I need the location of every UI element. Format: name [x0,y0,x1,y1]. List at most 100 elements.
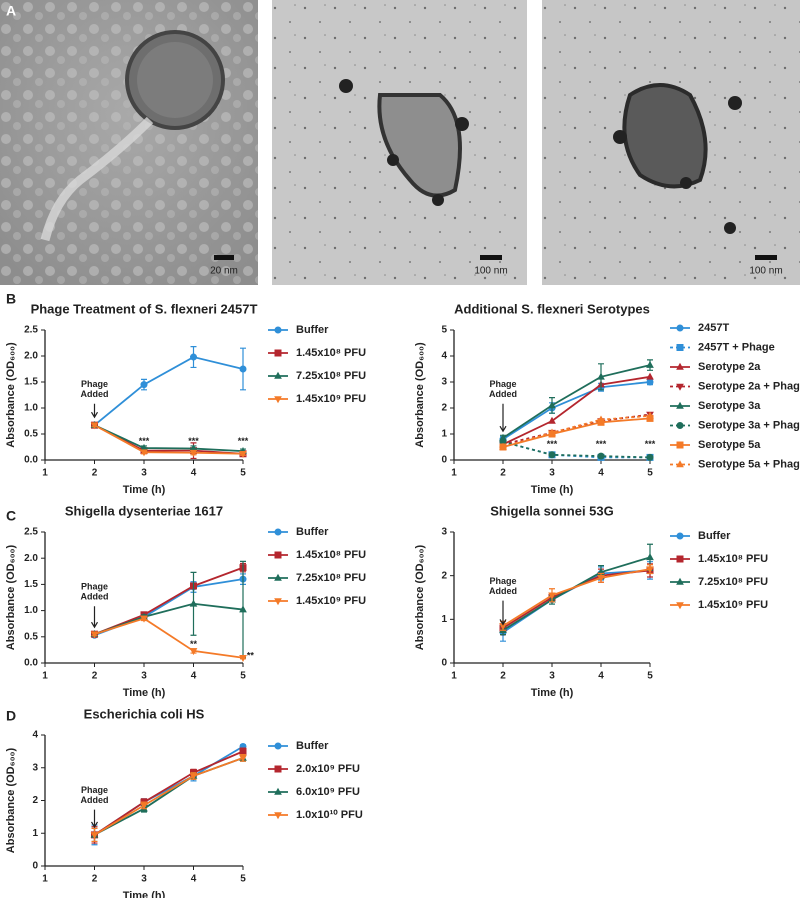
chart: Phage Treatment of S. flexneri 2457T 0.0 0… [5,301,366,495]
y-tick-label: 3 [441,377,447,388]
annotation: Added [81,389,109,399]
marker [189,648,198,656]
legend-label: Serotype 3a [698,400,761,412]
marker [90,832,99,840]
marker [597,415,605,423]
x-tick-label: 4 [598,671,604,682]
annotation: Phage [81,379,108,389]
x-tick-label: 1 [451,468,457,479]
marker [676,401,684,409]
legend-label: Serotype 5a + Phage [698,458,800,470]
y-tick-label: 3 [32,762,38,773]
marker [274,551,282,559]
annotation: Added [81,592,109,602]
marker [676,602,684,610]
series-line [502,414,651,448]
marker [239,450,247,458]
y-tick-label: 4 [441,351,447,362]
x-tick-label: 1 [451,671,457,682]
scale-label: 100 nm [474,266,507,277]
y-tick-label: 2.0 [24,553,38,564]
series-line [93,356,244,426]
y-tick-label: 2 [32,795,38,806]
series-line [502,569,651,629]
marker [274,371,282,379]
y-axis-label: Absorbance (OD₆₀₀) [414,544,426,650]
legend-label: 7.25x10⁸ PFU [296,370,366,382]
legend-label: 1.45x10⁹ PFU [698,599,768,611]
series-line [502,413,651,446]
y-tick-label: 2.5 [24,527,38,538]
annotation: Phage [489,379,516,389]
series-line [502,440,650,459]
legend-label: 1.45x10⁹ PFU [296,595,366,607]
annotation-arrow [499,403,507,433]
marker [239,654,247,662]
marker [646,411,654,419]
x-axis-label: Time (h) [123,890,166,898]
annotation: *** [645,439,656,449]
y-tick-label: 1 [441,614,447,625]
y-axis-label: Absorbance (OD₆₀₀) [5,544,17,650]
y-tick-label: 1.5 [24,377,38,388]
annotation: *** [596,439,607,449]
annotation: Added [81,795,109,805]
legend-label: Serotype 3a + Phage [698,419,800,431]
chart-title: Escherichia coli HS [84,706,205,721]
panel-label: B [6,291,16,307]
marker [140,802,148,810]
legend-label: 7.25x10⁸ PFU [698,576,768,588]
x-tick-label: 3 [141,468,147,479]
marker [274,349,282,357]
series-line [94,757,244,836]
marker [274,573,282,581]
chart: Shigella dysenteriae 1617 0.0 0.5 1.0 1.5 2.0… [5,503,366,698]
x-tick-label: 2 [92,874,98,885]
marker [676,532,684,540]
marker [676,422,684,429]
annotation: Phage [81,582,108,592]
chart-title: Shigella dysenteriae 1617 [65,503,223,518]
x-tick-label: 2 [92,671,98,682]
marker [676,441,684,449]
series-line [502,440,651,459]
marker [646,553,654,561]
y-tick-label: 2.0 [24,351,38,362]
series-line [502,375,651,446]
x-tick-label: 4 [191,874,197,885]
x-tick-label: 5 [240,468,246,479]
y-axis-label: Absorbance (OD₆₀₀) [5,747,17,853]
x-tick-label: 3 [549,671,555,682]
marker [676,383,684,391]
y-tick-label: 1.0 [24,605,38,616]
legend-label: 1.0x10¹⁰ PFU [296,809,363,821]
y-tick-label: 0.0 [24,455,38,466]
legend-label: Serotype 2a [698,361,761,373]
annotation: ** [247,651,255,661]
marker [189,599,198,607]
y-axis-label: Absorbance (OD₆₀₀) [5,342,17,448]
legend-label: 7.25x10⁸ PFU [296,572,366,584]
legend-label: 6.0x10⁹ PFU [296,786,360,798]
annotation: Phage [81,785,108,795]
marker [90,631,99,639]
y-tick-label: 0.5 [24,631,38,642]
x-tick-label: 3 [549,468,555,479]
x-tick-label: 5 [647,468,653,479]
marker [676,344,684,351]
series-line [502,381,651,440]
micrograph: 100 nm [542,0,800,285]
marker [189,444,198,452]
marker [239,605,247,613]
y-tick-label: 0 [441,455,447,466]
marker [90,422,99,430]
marker [274,787,282,795]
x-axis-label: Time (h) [531,687,574,699]
marker [646,372,654,380]
annotation: *** [188,436,199,446]
marker [548,592,556,600]
annotation-arrow [499,600,507,626]
x-tick-label: 2 [92,468,98,479]
